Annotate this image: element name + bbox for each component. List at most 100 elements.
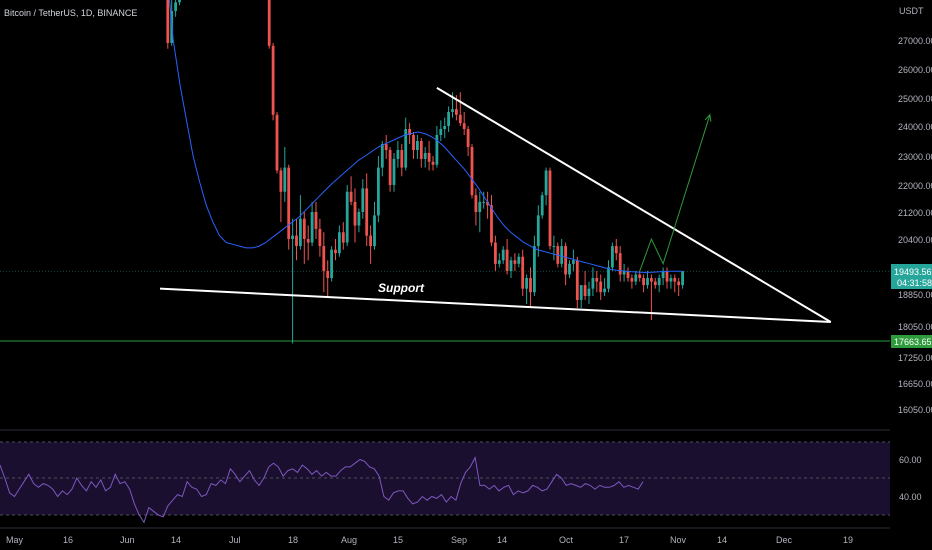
- up-candle: [330, 249, 333, 279]
- time-tick-label: Jul: [229, 535, 241, 545]
- down-candle: [427, 153, 431, 162]
- down-candle: [334, 249, 337, 254]
- up-candle: [611, 246, 614, 268]
- price-tick-label: 24000.00: [898, 122, 932, 132]
- down-candle: [318, 228, 322, 247]
- time-tick-label: May: [6, 535, 24, 545]
- down-candle: [462, 123, 466, 129]
- down-candle: [326, 270, 330, 279]
- up-candle: [603, 288, 606, 293]
- down-candle: [673, 278, 677, 282]
- down-candle: [369, 235, 372, 247]
- up-candle: [501, 249, 505, 261]
- ascending-support-trendline: [159, 287, 831, 323]
- price-tick-label: 18850.00: [898, 290, 932, 300]
- price-tick-label: 16650.00: [898, 379, 932, 389]
- up-candle: [572, 260, 575, 264]
- projection-arrowhead: [704, 113, 712, 122]
- current-price-badge: [891, 264, 932, 289]
- current-price-value: 19493.56: [894, 267, 932, 277]
- up-candle: [380, 144, 384, 168]
- up-candle: [587, 288, 591, 296]
- up-candle: [657, 278, 661, 286]
- down-candle: [513, 260, 517, 264]
- down-candle: [341, 232, 345, 243]
- down-candle: [388, 150, 392, 185]
- moving-average-line: [169, 0, 683, 273]
- level-value: 17663.65: [894, 337, 932, 347]
- up-candle: [536, 215, 540, 247]
- up-candle: [560, 246, 564, 264]
- up-candle: [443, 126, 447, 129]
- down-candle: [287, 167, 291, 239]
- down-candle: [166, 0, 170, 43]
- down-candle: [677, 281, 681, 286]
- down-candle: [614, 246, 618, 254]
- price-tick-label: 16050.00: [898, 405, 932, 415]
- up-candle: [447, 112, 450, 126]
- price-tick-label: 23000.00: [898, 152, 932, 162]
- up-candle: [509, 260, 513, 271]
- down-candle: [384, 144, 388, 150]
- down-candle: [595, 278, 599, 282]
- down-candle: [349, 191, 353, 202]
- down-candle: [470, 147, 474, 196]
- time-tick-label: Oct: [559, 535, 574, 545]
- down-candle: [583, 285, 587, 296]
- up-candle: [646, 278, 649, 286]
- down-candle: [626, 270, 630, 279]
- up-candle: [377, 167, 380, 216]
- down-candle: [486, 201, 489, 206]
- up-candle: [361, 188, 365, 212]
- down-candle: [564, 246, 567, 275]
- price-tick-label: 22000.00: [898, 181, 932, 191]
- down-candle: [400, 150, 404, 168]
- up-candle: [310, 212, 314, 243]
- time-axis: May 16 Jun 14 Jul 18 Aug 15 Sep 14 Oct 1…: [6, 535, 853, 545]
- down-candle: [653, 281, 657, 286]
- up-candle: [283, 167, 287, 192]
- up-candle: [396, 150, 400, 159]
- down-candle: [365, 188, 369, 236]
- up-candle: [517, 256, 521, 264]
- down-candle: [314, 212, 318, 229]
- up-candle: [552, 246, 556, 248]
- price-tick-label: 21200.00: [898, 208, 932, 218]
- down-candle: [419, 141, 423, 159]
- down-candle: [408, 129, 411, 135]
- down-candle: [548, 170, 552, 247]
- up-candle: [681, 271, 684, 286]
- down-candle: [412, 135, 415, 150]
- down-candle: [275, 114, 279, 171]
- down-candle: [599, 281, 603, 293]
- down-candle: [322, 246, 326, 271]
- time-tick-label: 19: [843, 535, 853, 545]
- up-candle: [439, 129, 443, 135]
- up-candle: [392, 158, 396, 185]
- rsi-tick-label: 40.00: [899, 492, 922, 502]
- time-tick-label: Aug: [341, 535, 357, 545]
- up-candle: [544, 170, 548, 196]
- down-candle: [466, 129, 470, 147]
- currency-label: USDT: [899, 6, 924, 16]
- up-candle: [622, 270, 626, 275]
- price-tick-label: 27000.00: [898, 36, 932, 46]
- up-candle: [174, 2, 177, 11]
- level-badge: [891, 335, 932, 348]
- up-candle: [591, 278, 595, 289]
- down-candle: [630, 278, 634, 282]
- down-candle: [650, 278, 653, 282]
- down-candle: [521, 256, 525, 289]
- up-candle: [568, 263, 571, 275]
- up-candle: [338, 232, 341, 254]
- time-tick-label: 16: [63, 535, 73, 545]
- rsi-line: [0, 456, 644, 524]
- price-axis: 27000.00 26000.00 25000.00 24000.00 2300…: [898, 36, 932, 415]
- up-candle: [345, 191, 349, 243]
- down-candle: [505, 249, 509, 271]
- price-tick-label: 17250.00: [898, 353, 932, 363]
- up-candle: [540, 195, 544, 216]
- rsi-group: [0, 456, 644, 524]
- up-candle: [497, 260, 501, 264]
